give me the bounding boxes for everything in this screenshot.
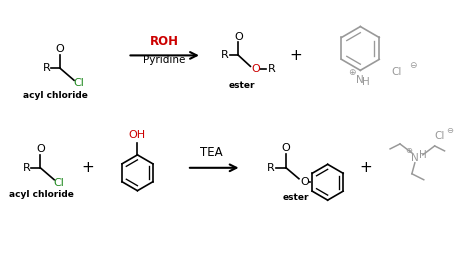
Text: H: H	[419, 150, 427, 160]
Text: H: H	[362, 77, 370, 87]
Text: O: O	[282, 143, 291, 153]
Text: O: O	[234, 32, 243, 42]
Text: Cl: Cl	[435, 131, 445, 141]
Text: O: O	[56, 44, 64, 54]
Text: +: +	[290, 48, 302, 63]
Text: ⊕: ⊕	[405, 146, 412, 155]
Text: Cl: Cl	[392, 67, 402, 77]
Text: Cl: Cl	[73, 78, 84, 88]
Text: R: R	[42, 63, 50, 73]
Text: O: O	[36, 144, 45, 154]
Text: ester: ester	[283, 193, 309, 202]
Text: Cl: Cl	[54, 178, 64, 188]
Text: TEA: TEA	[201, 146, 223, 159]
Text: O: O	[251, 64, 260, 74]
Text: acyl chloride: acyl chloride	[9, 190, 74, 199]
Text: +: +	[359, 160, 372, 175]
Text: ⊖: ⊖	[409, 61, 417, 70]
Text: N: N	[411, 153, 419, 163]
Text: OH: OH	[129, 130, 146, 140]
Text: +: +	[82, 160, 94, 175]
Text: Pyridine: Pyridine	[143, 55, 185, 65]
Text: ester: ester	[228, 81, 255, 90]
Text: R: R	[23, 163, 30, 173]
Text: R: R	[268, 64, 276, 74]
Text: N: N	[356, 75, 364, 85]
Text: ⊖: ⊖	[446, 125, 453, 134]
Text: O: O	[300, 177, 309, 187]
Text: acyl chloride: acyl chloride	[23, 91, 88, 100]
Text: ⊕: ⊕	[348, 68, 356, 77]
Text: R: R	[221, 50, 228, 60]
Text: ROH: ROH	[150, 35, 179, 48]
Text: R: R	[267, 163, 275, 173]
